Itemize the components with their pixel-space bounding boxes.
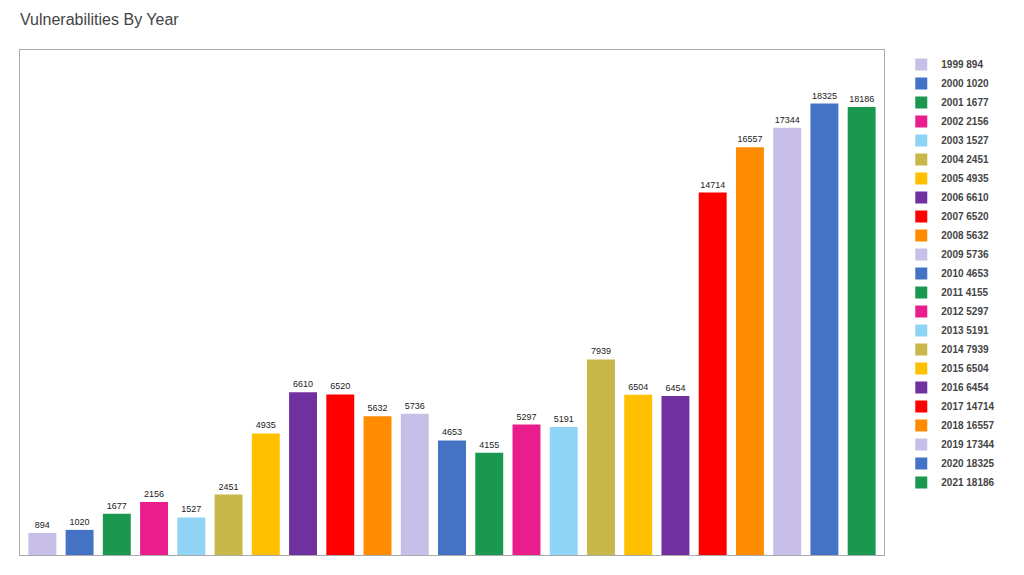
svg-text:2012 5297: 2012 5297 bbox=[941, 306, 989, 317]
svg-text:894: 894 bbox=[35, 520, 50, 530]
svg-text:2451: 2451 bbox=[219, 482, 239, 492]
svg-text:14714: 14714 bbox=[700, 180, 725, 190]
svg-text:17344: 17344 bbox=[775, 115, 800, 125]
svg-text:1999 894: 1999 894 bbox=[941, 59, 983, 70]
svg-text:2018 16557: 2018 16557 bbox=[941, 420, 994, 431]
svg-text:6610: 6610 bbox=[293, 379, 313, 389]
svg-text:2001 1677: 2001 1677 bbox=[941, 97, 989, 108]
svg-text:2016 6454: 2016 6454 bbox=[941, 382, 989, 393]
svg-text:2020 18325: 2020 18325 bbox=[941, 458, 994, 469]
svg-text:16557: 16557 bbox=[737, 134, 762, 144]
svg-text:6504: 6504 bbox=[628, 382, 648, 392]
svg-text:2017 14714: 2017 14714 bbox=[941, 401, 994, 412]
svg-text:2003 1527: 2003 1527 bbox=[941, 135, 989, 146]
svg-text:1020: 1020 bbox=[70, 517, 90, 527]
svg-text:4935: 4935 bbox=[256, 420, 276, 430]
svg-text:2015 6504: 2015 6504 bbox=[941, 363, 989, 374]
svg-text:2005 4935: 2005 4935 bbox=[941, 173, 989, 184]
svg-text:2019 17344: 2019 17344 bbox=[941, 439, 994, 450]
svg-text:2008 5632: 2008 5632 bbox=[941, 230, 989, 241]
svg-text:6454: 6454 bbox=[665, 383, 685, 393]
svg-text:2156: 2156 bbox=[144, 489, 164, 499]
svg-text:5632: 5632 bbox=[367, 403, 387, 413]
svg-text:2014 7939: 2014 7939 bbox=[941, 344, 989, 355]
svg-text:1677: 1677 bbox=[107, 501, 127, 511]
svg-text:2006 6610: 2006 6610 bbox=[941, 192, 989, 203]
svg-text:1527: 1527 bbox=[181, 504, 201, 514]
svg-text:7939: 7939 bbox=[591, 346, 611, 356]
svg-text:5297: 5297 bbox=[516, 412, 536, 422]
svg-text:4155: 4155 bbox=[479, 440, 499, 450]
svg-text:2000 1020: 2000 1020 bbox=[941, 78, 989, 89]
svg-text:5736: 5736 bbox=[405, 401, 425, 411]
svg-text:2013 5191: 2013 5191 bbox=[941, 325, 989, 336]
svg-text:2007 6520: 2007 6520 bbox=[941, 211, 989, 222]
svg-text:2004 2451: 2004 2451 bbox=[941, 154, 989, 165]
svg-text:6520: 6520 bbox=[330, 381, 350, 391]
svg-text:2010 4653: 2010 4653 bbox=[941, 268, 989, 279]
svg-text:18325: 18325 bbox=[812, 91, 837, 101]
svg-text:2021 18186: 2021 18186 bbox=[941, 477, 994, 488]
svg-text:2011 4155: 2011 4155 bbox=[941, 287, 988, 298]
svg-text:18186: 18186 bbox=[849, 94, 874, 104]
svg-text:Vulnerabilities By Year: Vulnerabilities By Year bbox=[20, 11, 179, 28]
svg-text:4653: 4653 bbox=[442, 427, 462, 437]
svg-text:2002 2156: 2002 2156 bbox=[941, 116, 989, 127]
svg-text:5191: 5191 bbox=[554, 414, 574, 424]
svg-text:2009 5736: 2009 5736 bbox=[941, 249, 989, 260]
